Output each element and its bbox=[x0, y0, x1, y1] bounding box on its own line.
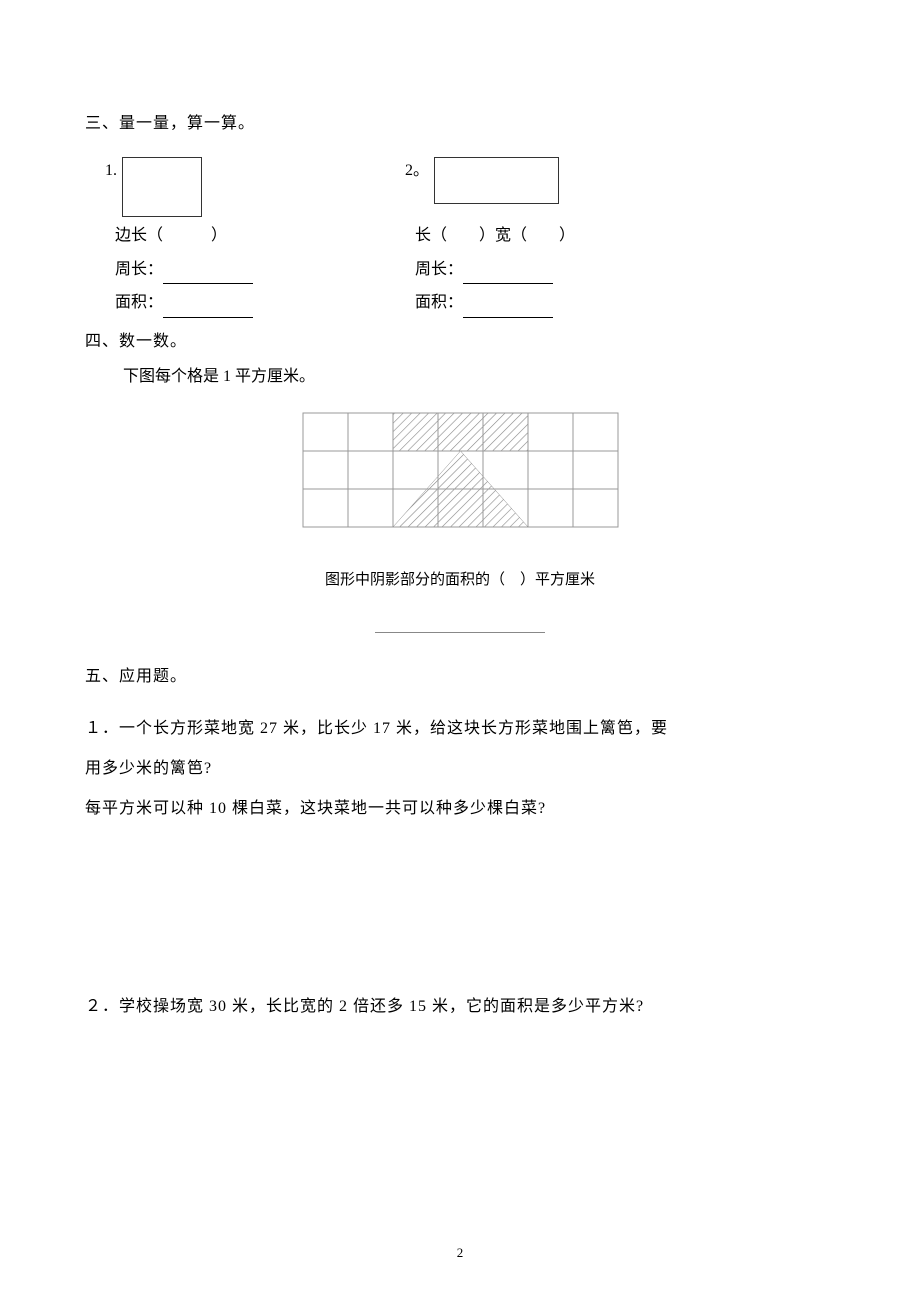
perimeter-label-1: 周长： bbox=[115, 261, 163, 278]
problem-1: １．一个长方形菜地宽 27 米，比长少 17 米，给这块长方形菜地围上篱笆，要 … bbox=[85, 709, 835, 829]
grid-svg bbox=[302, 412, 619, 528]
grid-figure bbox=[302, 412, 618, 539]
blank-underline[interactable] bbox=[163, 268, 253, 284]
problem-2: ２．学校操场宽 30 米，长比宽的 2 倍还多 15 米，它的面积是多少平方米? bbox=[85, 987, 835, 1027]
section-4-desc: 下图每个格是 1 平方厘米。 bbox=[123, 363, 835, 392]
item-2-number: 2。 bbox=[405, 157, 429, 186]
q1-line1: １．一个长方形菜地宽 27 米，比长少 17 米，给这块长方形菜地围上篱笆，要 bbox=[85, 709, 835, 749]
blank-underline[interactable] bbox=[463, 268, 553, 284]
measure-row: 1. 边长（ ） 周长： 面积： 2。 长（ ）宽（ ） 周长： 面积： bbox=[105, 157, 835, 318]
item-1-number: 1. bbox=[105, 157, 117, 186]
divider bbox=[375, 632, 545, 633]
section-4: 四、数一数。 下图每个格是 1 平方厘米。 图形中阴影部分的面积的（ ）平方厘米 bbox=[85, 328, 835, 593]
measure-item-2: 2。 长（ ）宽（ ） 周长： 面积： bbox=[405, 157, 645, 318]
q2-text: ２．学校操场宽 30 米，长比宽的 2 倍还多 15 米，它的面积是多少平方米? bbox=[85, 987, 835, 1027]
square-diagram bbox=[122, 157, 202, 217]
item-2-area: 面积： bbox=[415, 289, 645, 318]
q1-line3: 每平方米可以种 10 棵白菜，这块菜地一共可以种多少棵白菜? bbox=[85, 789, 835, 829]
shape-row-2: 2。 bbox=[405, 157, 645, 204]
page-number: 2 bbox=[457, 1241, 464, 1264]
rectangle-diagram bbox=[434, 157, 559, 204]
q1-line2: 用多少米的篱笆? bbox=[85, 749, 835, 789]
measure-item-1: 1. 边长（ ） 周长： 面积： bbox=[105, 157, 405, 318]
item-2-lw: 长（ ）宽（ ） bbox=[415, 222, 645, 251]
area-label-1: 面积： bbox=[115, 294, 163, 311]
shape-row-1: 1. bbox=[105, 157, 405, 217]
item-1-area: 面积： bbox=[115, 289, 405, 318]
blank-underline[interactable] bbox=[463, 302, 553, 318]
grid-caption: 图形中阴影部分的面积的（ ）平方厘米 bbox=[85, 567, 835, 594]
section-3-header: 三、量一量，算一算。 bbox=[85, 110, 835, 139]
section-4-header: 四、数一数。 bbox=[85, 328, 835, 357]
item-2-perimeter: 周长： bbox=[415, 256, 645, 285]
item-1-side: 边长（ ） bbox=[115, 222, 405, 251]
section-5-header: 五、应用题。 bbox=[85, 663, 835, 692]
area-label-2: 面积： bbox=[415, 294, 463, 311]
section-5: 五、应用题。 １．一个长方形菜地宽 27 米，比长少 17 米，给这块长方形菜地… bbox=[85, 663, 835, 1028]
blank-underline[interactable] bbox=[163, 302, 253, 318]
perimeter-label-2: 周长： bbox=[415, 261, 463, 278]
item-1-perimeter: 周长： bbox=[115, 256, 405, 285]
